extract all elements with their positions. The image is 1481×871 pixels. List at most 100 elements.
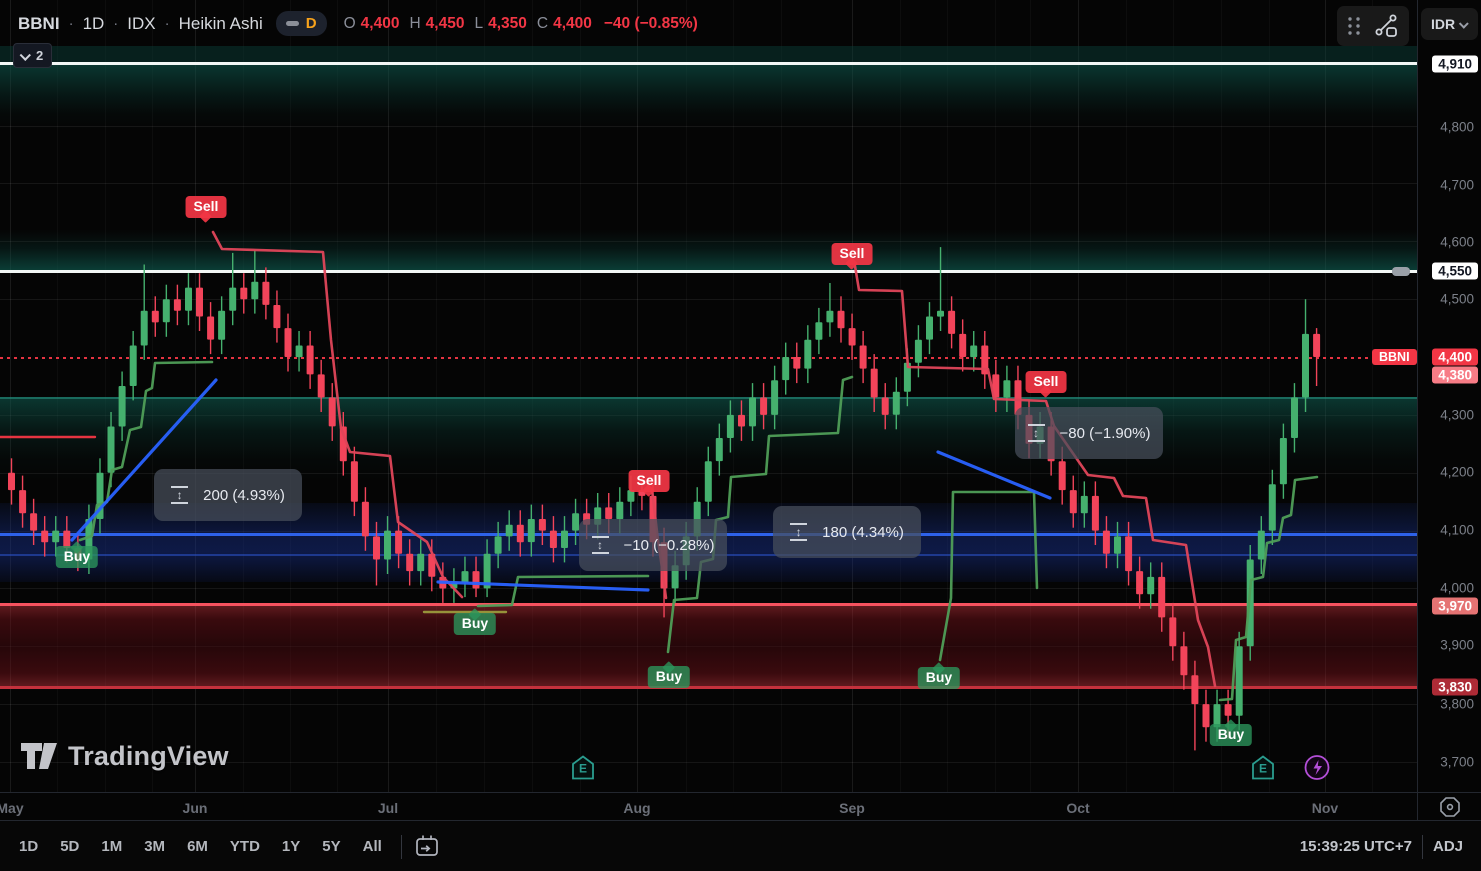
price-label-highlight: 4,550 (1432, 262, 1478, 280)
price-label: 3,700 (1440, 754, 1474, 770)
range-button-1y[interactable]: 1Y (281, 838, 301, 855)
flash-icon[interactable] (1303, 754, 1331, 787)
candle-body (903, 362, 911, 392)
time-label-month: Jul (377, 800, 399, 816)
measurement-box[interactable]: ↕ 180 (4.34%) (773, 506, 921, 558)
candle-body (8, 472, 15, 491)
range-button-1m[interactable]: 1M (101, 838, 123, 855)
date-range-buttons: 1D 5D 1M 3M 6M YTD 1Y 5Y All (10, 833, 391, 860)
symbol-legend: BBNI · 1D · IDX · Heikin Ashi D O 4,400 H… (18, 11, 698, 36)
signal-buy-marker: Buy (55, 541, 99, 568)
marker-label: Buy (925, 669, 953, 685)
go-to-date-calendar-icon[interactable] (412, 832, 442, 862)
range-button-3m[interactable]: 3M (144, 838, 166, 855)
clock-display[interactable]: 15:39:25 UTC+7 (1299, 838, 1412, 855)
candle-body (1213, 704, 1221, 728)
candle-body (461, 571, 469, 583)
candle-body (350, 461, 358, 502)
drag-handle-dots-icon[interactable] (1346, 15, 1362, 37)
trend-line-tool-icon[interactable] (1370, 11, 1400, 41)
settings-octagon-icon[interactable] (1438, 795, 1462, 819)
candle-body (948, 310, 956, 334)
candle-body (229, 287, 237, 311)
price-label: 4,300 (1440, 407, 1474, 423)
close-label: C (536, 14, 549, 32)
chart-style-label[interactable]: Heikin Ashi (178, 13, 263, 33)
level-line (0, 270, 1417, 273)
floating-toolbar (1337, 6, 1409, 46)
range-button-all[interactable]: All (362, 838, 382, 855)
currency-toggle-button[interactable]: IDR (1421, 8, 1478, 40)
price-axis[interactable]: IDR 4,910 4,800 4,700 4,600 4,550 4,500 4,400 4… (1417, 0, 1481, 792)
grid-vline-month (388, 0, 389, 792)
adjusted-data-toggle[interactable]: ADJ (1432, 838, 1463, 855)
earnings-icon[interactable]: E (570, 755, 596, 786)
range-button-ytd[interactable]: YTD (229, 838, 260, 855)
candle-body (771, 380, 779, 415)
candle-body (914, 339, 922, 363)
toolbar-divider (1421, 834, 1423, 859)
candle-body (306, 345, 314, 375)
candle-body (1114, 536, 1121, 554)
candle-body (207, 316, 215, 340)
candle-body (118, 386, 126, 427)
candle-body (848, 328, 856, 346)
candle-body (1191, 675, 1199, 705)
candle-body (859, 345, 867, 369)
candle-body (151, 310, 159, 323)
measurement-box[interactable]: ↕ −10 (−0.28%) (579, 519, 727, 571)
candle-body (19, 490, 27, 514)
candle-body (870, 368, 878, 398)
candle-body (970, 345, 978, 358)
candle-body (373, 536, 380, 560)
collapse-indicators-button[interactable]: 2 (13, 43, 53, 68)
time-axis[interactable]: May Jun Jul Aug Sep Oct Nov (0, 792, 1417, 821)
range-button-6m[interactable]: 6M (187, 838, 208, 855)
price-label: 3,800 (1440, 696, 1474, 712)
candle-body (959, 333, 967, 357)
candle-body (196, 287, 203, 317)
candle-body (1313, 333, 1321, 357)
grid-hline (0, 762, 1417, 763)
price-label-highlight: 3,830 (1432, 678, 1478, 696)
range-button-1d[interactable]: 1D (19, 838, 39, 855)
trail-line-green (666, 375, 854, 654)
chart-plot[interactable]: BBNI · 1D · IDX · Heikin Ashi D O 4,400 H… (0, 0, 1417, 792)
level-drag-handle[interactable] (1392, 267, 1410, 276)
measurement-box[interactable]: ↕ −80 (−1.90%) (1015, 407, 1163, 459)
indicator-pill[interactable]: D (275, 11, 327, 36)
candle-body (384, 530, 391, 560)
candle-body (804, 339, 812, 369)
time-label-month: May (0, 800, 24, 816)
candle-body (273, 305, 281, 329)
candle-body (1202, 704, 1210, 728)
candle-body (881, 397, 889, 415)
marker-label: Buy (63, 548, 91, 564)
interval-label[interactable]: 1D (82, 13, 105, 33)
candle-body (1224, 704, 1232, 716)
candle-body (52, 530, 60, 543)
earnings-icon[interactable]: E (1250, 755, 1276, 786)
candle-body (284, 328, 292, 357)
candle-body (937, 310, 944, 317)
time-label-month: Oct (1066, 800, 1090, 816)
exchange-label[interactable]: IDX (127, 13, 156, 33)
range-button-5d[interactable]: 5D (60, 838, 80, 855)
indicator-zone (0, 46, 1417, 62)
measurement-box[interactable]: ↕ 200 (4.93%) (154, 469, 302, 521)
candle-body (527, 519, 535, 543)
symbol-name[interactable]: BBNI (18, 13, 60, 33)
candle-body (1257, 530, 1265, 560)
grid-hline (0, 299, 1417, 300)
measure-icon: ↕ (790, 523, 808, 541)
candle-body (1136, 571, 1144, 595)
candle-body (162, 299, 170, 323)
marker-label: Sell (636, 472, 662, 488)
range-button-5y[interactable]: 5Y (322, 838, 341, 855)
grid-vline-month (637, 0, 638, 792)
ohlc-readout: O 4,400 H 4,450 L 4,350 C 4,400 −40 (−0.85%) (344, 15, 698, 33)
candle-body (561, 530, 568, 548)
open-value: 4,400 (360, 14, 400, 32)
signal-buy-marker: Buy (917, 662, 961, 689)
level-line (0, 686, 1417, 689)
